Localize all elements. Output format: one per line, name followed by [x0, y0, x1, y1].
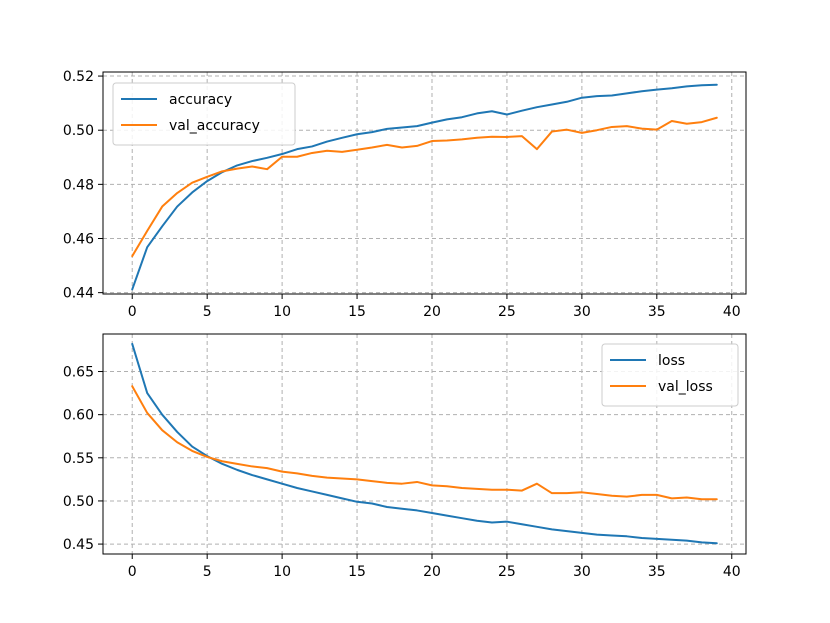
legend-label: accuracy — [169, 92, 232, 108]
x-tick-label: 15 — [348, 304, 366, 320]
loss-chart: 0 5 10 15 20 25 30 35 40 0.45 0.50 0.55 0.60 0.65 loss… — [63, 333, 747, 580]
x-tick-label: 20 — [423, 564, 441, 580]
x-tick-label: 10 — [273, 564, 291, 580]
y-tick-label: 0.65 — [63, 365, 94, 381]
y-tick-label: 0.45 — [63, 537, 94, 553]
x-tick-label: 30 — [573, 564, 591, 580]
y-tick-label: 0.50 — [63, 494, 94, 510]
axes-frame — [102, 71, 747, 295]
y-tick-label: 0.44 — [63, 286, 94, 302]
y-tick-label: 0.60 — [63, 408, 94, 424]
y-tick-label: 0.46 — [63, 232, 94, 248]
x-tick-label: 0 — [128, 564, 137, 580]
legend-label: val_accuracy — [169, 118, 260, 134]
y-tick-label: 0.55 — [63, 451, 94, 467]
x-tick-label: 5 — [203, 564, 212, 580]
series-line-accuracy — [131, 83, 718, 291]
series-line-val-loss — [131, 385, 718, 501]
legend: loss val_loss — [601, 343, 739, 407]
series-line-val-accuracy — [131, 116, 718, 258]
accuracy-chart: 0 5 10 15 20 25 30 35 40 0.44 0.46 0.48 0.50 0.52 accu… — [63, 69, 747, 320]
legend: accuracy val_accuracy — [112, 82, 296, 146]
x-tick-label: 20 — [423, 304, 441, 320]
series-line-loss — [131, 342, 718, 545]
axes-frame — [102, 333, 747, 555]
y-tick-label: 0.50 — [63, 123, 94, 139]
legend-label: loss — [658, 353, 685, 369]
x-tick-label: 35 — [648, 564, 666, 580]
grid — [103, 72, 746, 294]
legend-box — [112, 82, 296, 146]
x-tick-label: 30 — [573, 304, 591, 320]
y-tick-label: 0.52 — [63, 69, 94, 85]
x-tick-label: 5 — [203, 304, 212, 320]
x-tick-label: 40 — [723, 304, 741, 320]
x-tick-label: 25 — [498, 564, 516, 580]
y-tick-label: 0.48 — [63, 177, 94, 193]
x-tick-label: 25 — [498, 304, 516, 320]
x-tick-label: 40 — [723, 564, 741, 580]
x-tick-label: 35 — [648, 304, 666, 320]
legend-label: val_loss — [658, 379, 713, 395]
x-tick-label: 10 — [273, 304, 291, 320]
x-tick-label: 0 — [128, 304, 137, 320]
x-tick-label: 15 — [348, 564, 366, 580]
